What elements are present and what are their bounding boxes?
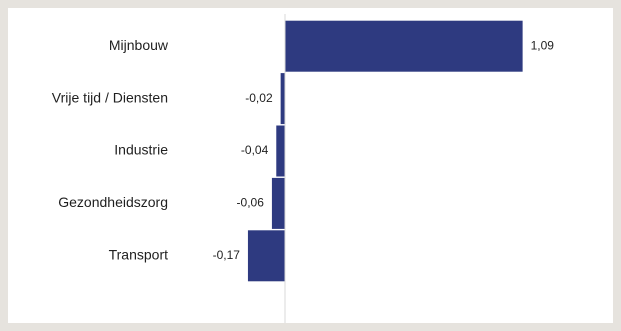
value-label: -0,06 bbox=[237, 196, 265, 210]
bar-3 bbox=[271, 177, 285, 229]
category-label: Gezondheidszorg bbox=[58, 194, 168, 210]
bar-chart: Mijnbouw Vrije tijd / Diensten Industrie Ge… bbox=[52, 14, 555, 323]
chart-card: Mijnbouw Vrije tijd / Diensten Industrie Ge… bbox=[8, 8, 613, 323]
category-label: Transport bbox=[109, 247, 169, 263]
bar-2 bbox=[276, 125, 285, 177]
value-label: -0,04 bbox=[241, 143, 269, 157]
bar-1 bbox=[280, 73, 285, 125]
bar-4 bbox=[247, 230, 285, 282]
category-label: Industrie bbox=[114, 142, 168, 158]
category-labels: Mijnbouw Vrije tijd / Diensten Industrie Ge… bbox=[52, 37, 169, 263]
value-label: -0,17 bbox=[213, 248, 241, 262]
category-label: Vrije tijd / Diensten bbox=[52, 89, 168, 105]
category-label: Mijnbouw bbox=[109, 37, 169, 53]
value-labels: 1,09 -0,02 -0,04 -0,06 -0,17 bbox=[213, 38, 555, 262]
value-label: -0,02 bbox=[245, 91, 273, 105]
bars-group bbox=[247, 20, 523, 282]
value-label: 1,09 bbox=[531, 38, 555, 52]
bar-0 bbox=[285, 20, 523, 72]
